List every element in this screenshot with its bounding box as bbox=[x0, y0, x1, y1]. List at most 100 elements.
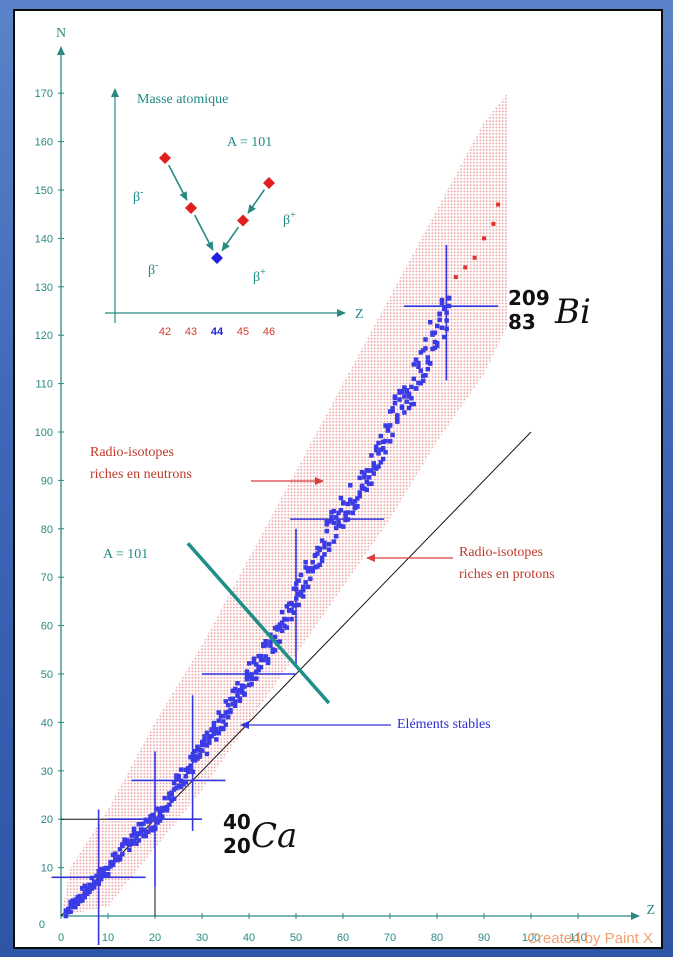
stable-nucleus-point bbox=[183, 780, 189, 785]
stable-nucleus-point bbox=[294, 596, 299, 601]
stable-nucleus-point bbox=[225, 714, 231, 720]
segre-chart: Z N 0 10 20 30 40 50 60 70 80 90 100 110 0 10 20 30 40 50 60… bbox=[35, 26, 655, 947]
stable-nucleus-point bbox=[284, 617, 290, 622]
stable-nucleus-point bbox=[221, 726, 226, 732]
x-tick-label: 110 bbox=[569, 932, 587, 944]
stable-nucleus-point bbox=[162, 795, 167, 801]
stable-nucleus-point bbox=[167, 802, 172, 807]
stable-nucleus-point bbox=[395, 419, 400, 424]
stable-nucleus-point bbox=[324, 519, 330, 524]
x-tick-label: 30 bbox=[196, 932, 208, 944]
ca40-symbol: Ca bbox=[251, 816, 297, 856]
stable-nucleus-point bbox=[178, 778, 184, 784]
origin-tick-label: 0 bbox=[39, 919, 45, 931]
stable-nucleus-point bbox=[310, 559, 315, 565]
stable-elements-label: Eléments stables bbox=[397, 717, 491, 732]
stable-nucleus-point bbox=[108, 864, 113, 869]
stable-nucleus-point bbox=[420, 373, 426, 379]
stable-nucleus-point bbox=[296, 602, 301, 608]
stable-nucleus-point bbox=[392, 395, 398, 401]
stable-nucleus-point bbox=[409, 396, 414, 401]
stable-nucleus-point bbox=[383, 438, 388, 444]
stable-nucleus-point bbox=[373, 447, 379, 453]
stable-nucleus-point bbox=[225, 709, 231, 715]
stable-nucleus-point bbox=[232, 686, 238, 692]
stable-nucleus-point bbox=[442, 305, 447, 310]
stable-nucleus-point bbox=[423, 373, 428, 378]
stable-nucleus-point bbox=[127, 847, 132, 853]
heavy-radioactive-point bbox=[453, 275, 458, 280]
stable-nucleus-point bbox=[442, 334, 447, 340]
inset-x-label: Z bbox=[355, 307, 364, 322]
stable-nucleus-point bbox=[87, 882, 92, 888]
stable-nucleus-point bbox=[113, 851, 118, 856]
stable-nucleus-point bbox=[425, 355, 431, 360]
stable-nucleus-point bbox=[129, 838, 134, 843]
stable-nucleus-point bbox=[244, 669, 250, 674]
y-tick-label: 10 bbox=[41, 863, 53, 875]
stable-nucleus-point bbox=[143, 829, 149, 834]
stable-nucleus-point bbox=[261, 641, 266, 647]
stable-nucleus-point bbox=[225, 702, 231, 708]
stable-nucleus-point bbox=[150, 812, 156, 818]
stable-nucleus-point bbox=[106, 872, 111, 878]
stable-nucleus-point bbox=[235, 681, 240, 686]
stable-nucleus-point bbox=[174, 777, 179, 782]
stable-nucleus-point bbox=[275, 627, 280, 632]
stable-nucleus-point bbox=[223, 710, 228, 715]
stable-nucleus-point bbox=[446, 295, 452, 301]
stable-nucleus-point bbox=[223, 699, 228, 704]
stable-nucleus-point bbox=[115, 854, 120, 860]
stable-nucleus-point bbox=[357, 490, 362, 495]
stable-nucleus-point bbox=[145, 829, 151, 834]
stable-nucleus-point bbox=[380, 439, 386, 445]
stable-nucleus-point bbox=[298, 572, 304, 578]
stable-nucleus-point bbox=[171, 780, 177, 786]
stable-nucleus-point bbox=[82, 894, 87, 900]
stable-nucleus-point bbox=[369, 453, 374, 458]
stable-nucleus-point bbox=[106, 866, 111, 871]
x-tick-label: 80 bbox=[431, 932, 443, 944]
stable-nucleus-point bbox=[430, 330, 435, 335]
stable-nucleus-point bbox=[148, 818, 153, 823]
stable-nucleus-point bbox=[164, 807, 170, 813]
inset-decay-arrow bbox=[221, 226, 240, 252]
stable-nucleus-point bbox=[315, 545, 320, 551]
stable-nucleus-point bbox=[141, 827, 146, 832]
stable-nucleus-point bbox=[254, 662, 259, 667]
stable-nucleus-point bbox=[251, 659, 257, 665]
stable-nucleus-point bbox=[336, 522, 341, 527]
stable-nucleus-point bbox=[275, 639, 280, 645]
stable-nucleus-point bbox=[366, 468, 372, 473]
stable-nucleus-point bbox=[202, 742, 207, 747]
stable-nucleus-point bbox=[329, 510, 334, 515]
stable-nucleus-point bbox=[117, 847, 123, 852]
ca40-atomic-number: 20 bbox=[223, 834, 251, 858]
stable-nucleus-point bbox=[425, 366, 431, 372]
stable-nucleus-point bbox=[80, 885, 85, 891]
x-tick-label: 70 bbox=[384, 932, 396, 944]
stable-nucleus-point bbox=[96, 879, 102, 884]
stable-nucleus-point bbox=[63, 913, 69, 919]
stable-nucleus-point bbox=[181, 782, 186, 787]
stable-nucleus-point bbox=[155, 820, 160, 825]
stable-nucleus-point bbox=[192, 748, 198, 754]
stable-nucleus-point bbox=[319, 555, 325, 561]
neutron-rich-label-line1: Radio-isotopes bbox=[90, 445, 174, 460]
stable-nucleus-point bbox=[75, 901, 80, 906]
y-tick-label: 130 bbox=[35, 282, 53, 294]
stable-nucleus-point bbox=[188, 763, 193, 768]
stable-nucleus-point bbox=[326, 519, 332, 524]
x-axis-title: Z bbox=[646, 903, 655, 918]
stable-nucleus-point bbox=[169, 791, 174, 797]
stable-nucleus-point bbox=[200, 739, 205, 745]
stable-nucleus-point bbox=[214, 737, 219, 742]
stable-nucleus-point bbox=[228, 707, 233, 713]
y-tick-label: 90 bbox=[41, 475, 53, 487]
stable-nucleus-point bbox=[251, 676, 257, 681]
stable-nucleus-point bbox=[190, 757, 196, 762]
stable-nucleus-point bbox=[190, 769, 196, 775]
stable-nucleus-point bbox=[268, 639, 273, 644]
stable-nucleus-point bbox=[247, 682, 252, 688]
stable-nucleus-point bbox=[348, 497, 353, 503]
